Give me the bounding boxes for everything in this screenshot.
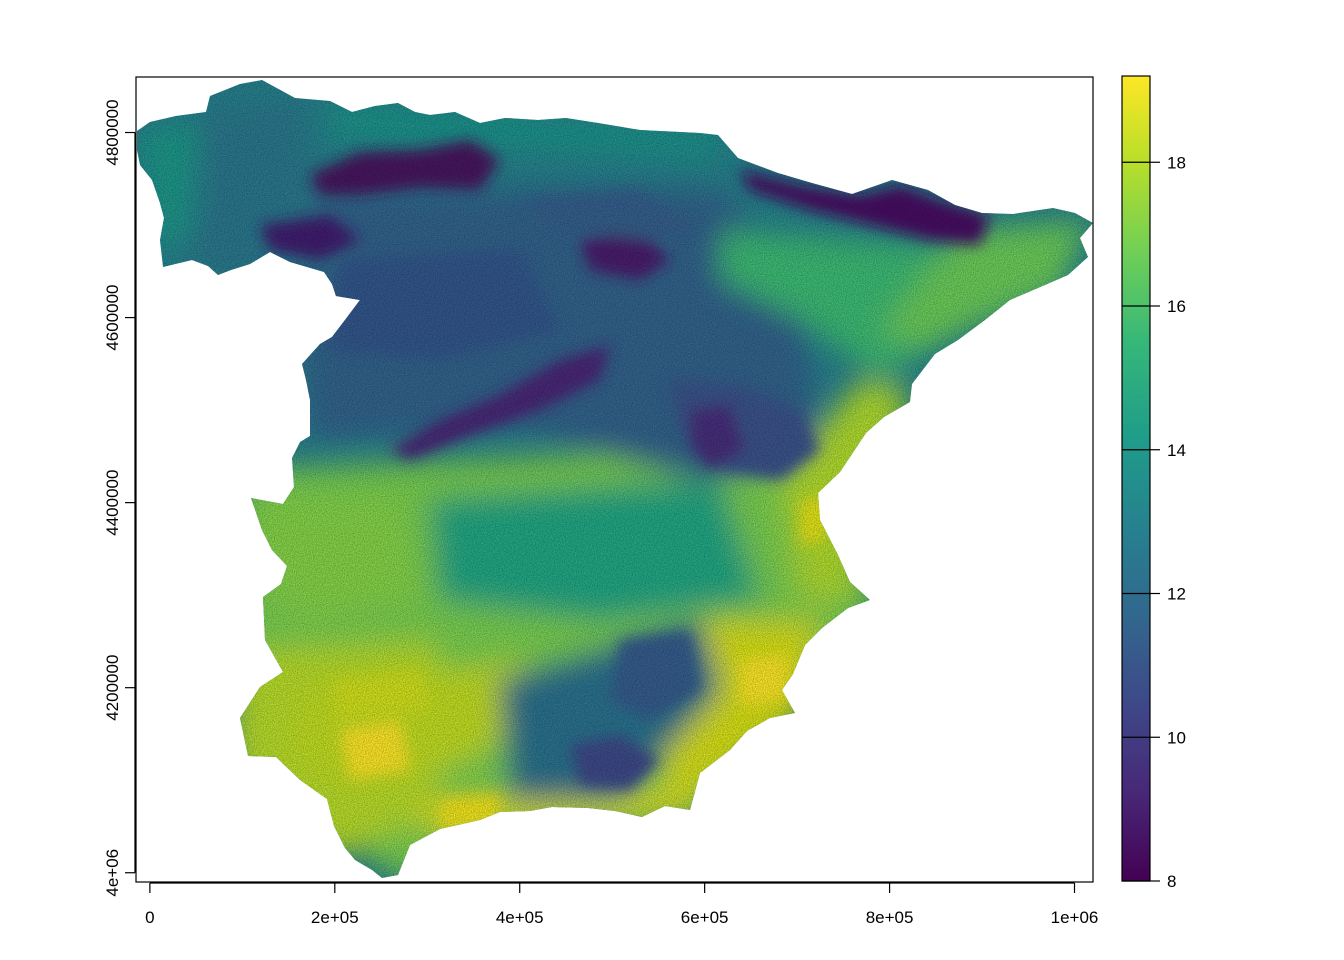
y-axis: 4e+06 4200000 4400000 4600000 4800000 (103, 99, 136, 897)
y-tick-label: 4600000 (103, 284, 122, 350)
y-tick-label: 4800000 (103, 99, 122, 165)
x-tick-label: 8e+05 (866, 908, 914, 927)
raster-map (137, 80, 1093, 878)
x-tick-label: 6e+05 (681, 908, 729, 927)
y-tick-label: 4200000 (103, 655, 122, 721)
x-tick-label: 4e+05 (496, 908, 544, 927)
x-axis: 0 2e+05 4e+05 6e+05 8e+05 1e+06 (145, 882, 1099, 927)
y-tick-label: 4400000 (103, 470, 122, 536)
legend-tick-label: 16 (1167, 297, 1186, 316)
raster-grain (137, 80, 1093, 878)
color-legend: 8 10 12 14 16 18 (1121, 75, 1186, 891)
legend-color-bar (1122, 76, 1150, 881)
x-tick-label: 2e+05 (311, 908, 359, 927)
x-tick-label: 0 (145, 908, 154, 927)
x-tick-label: 1e+06 (1051, 908, 1099, 927)
legend-tick-label: 18 (1167, 153, 1186, 172)
legend-tick-label: 14 (1167, 441, 1186, 460)
plot-frame (135, 76, 1094, 883)
legend-tick-label: 10 (1167, 728, 1186, 747)
y-tick-label: 4e+06 (103, 849, 122, 897)
legend-tick-label: 12 (1167, 585, 1186, 604)
legend-tick-label: 8 (1167, 872, 1176, 891)
